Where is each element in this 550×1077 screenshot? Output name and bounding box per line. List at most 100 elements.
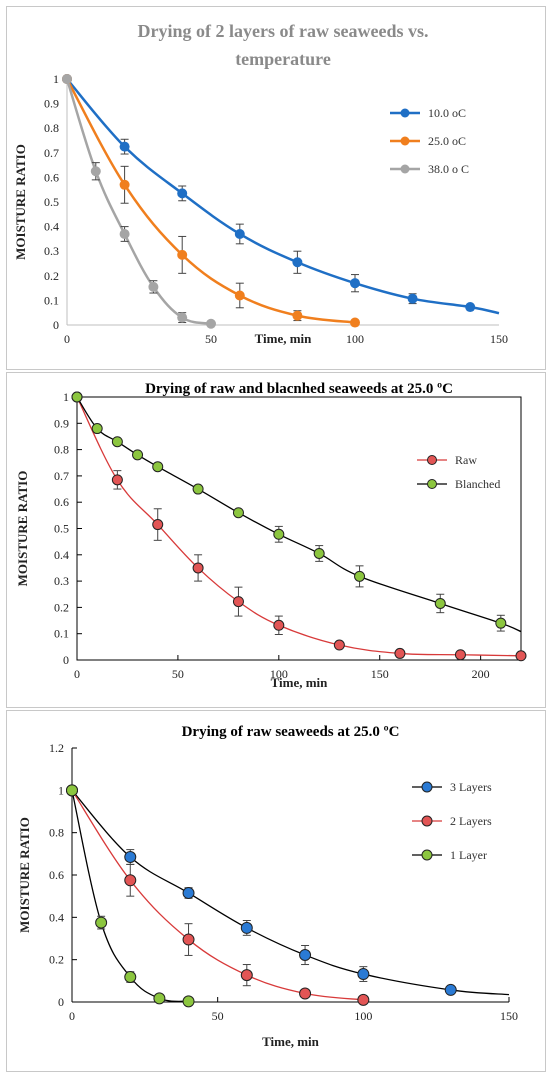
data-point — [119, 141, 130, 152]
chart-panel-temperature: Drying of 2 layers of raw seaweeds vs. te… — [6, 6, 546, 370]
y-axis-label: MOISTURE RATIO — [17, 817, 32, 933]
legend-label: Blanched — [455, 477, 500, 491]
data-point — [313, 547, 325, 559]
legend-marker — [421, 849, 433, 861]
data-point — [407, 293, 418, 304]
data-point — [111, 436, 123, 448]
data-point — [232, 596, 244, 608]
data-point — [234, 290, 245, 301]
y-axis-label: MOISTURE RATIO — [15, 471, 30, 587]
y-axis-label: MOISTURE RATIO — [13, 144, 28, 260]
data-point — [182, 933, 195, 946]
data-point — [132, 449, 144, 461]
data-point — [119, 228, 130, 239]
series-line — [65, 78, 356, 324]
data-point — [292, 310, 303, 321]
chart-title: temperature — [235, 49, 331, 69]
chart-title: Drying of raw seaweeds at 25.0 ºC — [182, 724, 400, 740]
y-tick-label: 0.3 — [44, 244, 59, 258]
data-point — [299, 987, 312, 1000]
x-tick-label: 200 — [472, 667, 490, 681]
data-point — [273, 619, 285, 631]
x-tick-label: 100 — [354, 1009, 372, 1023]
y-tick-label: 0.2 — [44, 269, 59, 283]
y-tick-label: 1 — [58, 783, 64, 797]
plot-frame — [76, 396, 522, 661]
y-tick-label: 0.9 — [44, 97, 59, 111]
y-tick-label: 0.6 — [49, 868, 64, 882]
data-point — [350, 278, 360, 289]
y-tick-label: 0 — [63, 653, 69, 667]
chart-panel-raw-blanched: Drying of raw and blacnhed seaweeds at 2… — [6, 372, 546, 708]
x-axis-label: Time, min — [255, 331, 313, 346]
y-tick-label: 0.7 — [44, 146, 59, 160]
y-tick-label: 0.4 — [49, 910, 64, 924]
legend-label: 3 Layers — [450, 780, 492, 794]
data-point — [240, 921, 253, 934]
legend-marker — [427, 479, 437, 489]
data-point — [515, 650, 527, 662]
data-point — [434, 597, 446, 609]
y-tick-label: 0.7 — [54, 469, 69, 483]
x-tick-label: 0 — [69, 1009, 75, 1023]
data-point — [182, 886, 195, 899]
y-tick-label: 0.8 — [44, 121, 59, 135]
data-point — [152, 519, 164, 531]
y-tick-label: 0.9 — [54, 416, 69, 430]
y-tick-label: 0.4 — [54, 548, 69, 562]
data-point — [495, 617, 507, 629]
y-tick-label: 0.1 — [44, 293, 59, 307]
data-point — [153, 992, 166, 1005]
x-tick-label: 100 — [270, 667, 288, 681]
x-tick-label: 50 — [172, 667, 184, 681]
data-point — [357, 968, 370, 981]
legend-marker — [421, 781, 433, 793]
y-tick-label: 1 — [53, 72, 59, 86]
chart-panel-layers: Drying of raw seaweeds at 25.0 ºC 0 0.2 0.4… — [6, 710, 546, 1072]
series-line — [71, 789, 364, 1001]
legend-marker — [400, 136, 410, 146]
legend-marker — [421, 815, 433, 827]
data-point — [240, 969, 253, 982]
y-tick-label: 0.1 — [54, 627, 69, 641]
data-point — [71, 391, 83, 403]
data-point — [192, 562, 204, 574]
y-tick-label: 0.8 — [54, 443, 69, 457]
data-point — [90, 166, 101, 177]
data-point — [177, 188, 188, 199]
x-axis-label: Time, min — [271, 675, 329, 690]
data-point — [394, 647, 406, 659]
y-tick-label: 0 — [58, 995, 64, 1009]
series-line — [66, 78, 500, 315]
y-tick-label: 1.2 — [49, 741, 64, 755]
legend-label: 10.0 oC — [428, 106, 466, 120]
data-point — [62, 74, 72, 84]
data-point — [111, 474, 123, 486]
x-tick-label: 0 — [64, 332, 70, 346]
data-point — [292, 257, 303, 268]
data-point — [152, 461, 164, 473]
y-tick-label: 0.6 — [44, 170, 59, 184]
data-point — [354, 570, 366, 582]
data-point — [234, 228, 245, 239]
data-point — [465, 302, 476, 313]
data-point — [357, 993, 370, 1006]
data-point — [66, 784, 78, 797]
data-point — [148, 281, 159, 292]
data-point — [177, 312, 188, 323]
data-point — [182, 995, 195, 1008]
data-point — [333, 639, 345, 651]
data-point — [124, 971, 137, 984]
x-tick-label: 50 — [212, 1009, 224, 1023]
data-point — [192, 483, 204, 495]
y-tick-label: 0 — [53, 318, 59, 332]
data-point — [124, 851, 137, 864]
legend-label: 25.0 oC — [428, 134, 466, 148]
data-point — [124, 874, 137, 887]
legend-marker — [400, 164, 410, 174]
data-point — [350, 317, 360, 328]
data-point — [91, 423, 103, 435]
y-tick-label: 0.8 — [49, 826, 64, 840]
data-point — [232, 507, 244, 519]
y-tick-label: 0.2 — [49, 953, 64, 967]
